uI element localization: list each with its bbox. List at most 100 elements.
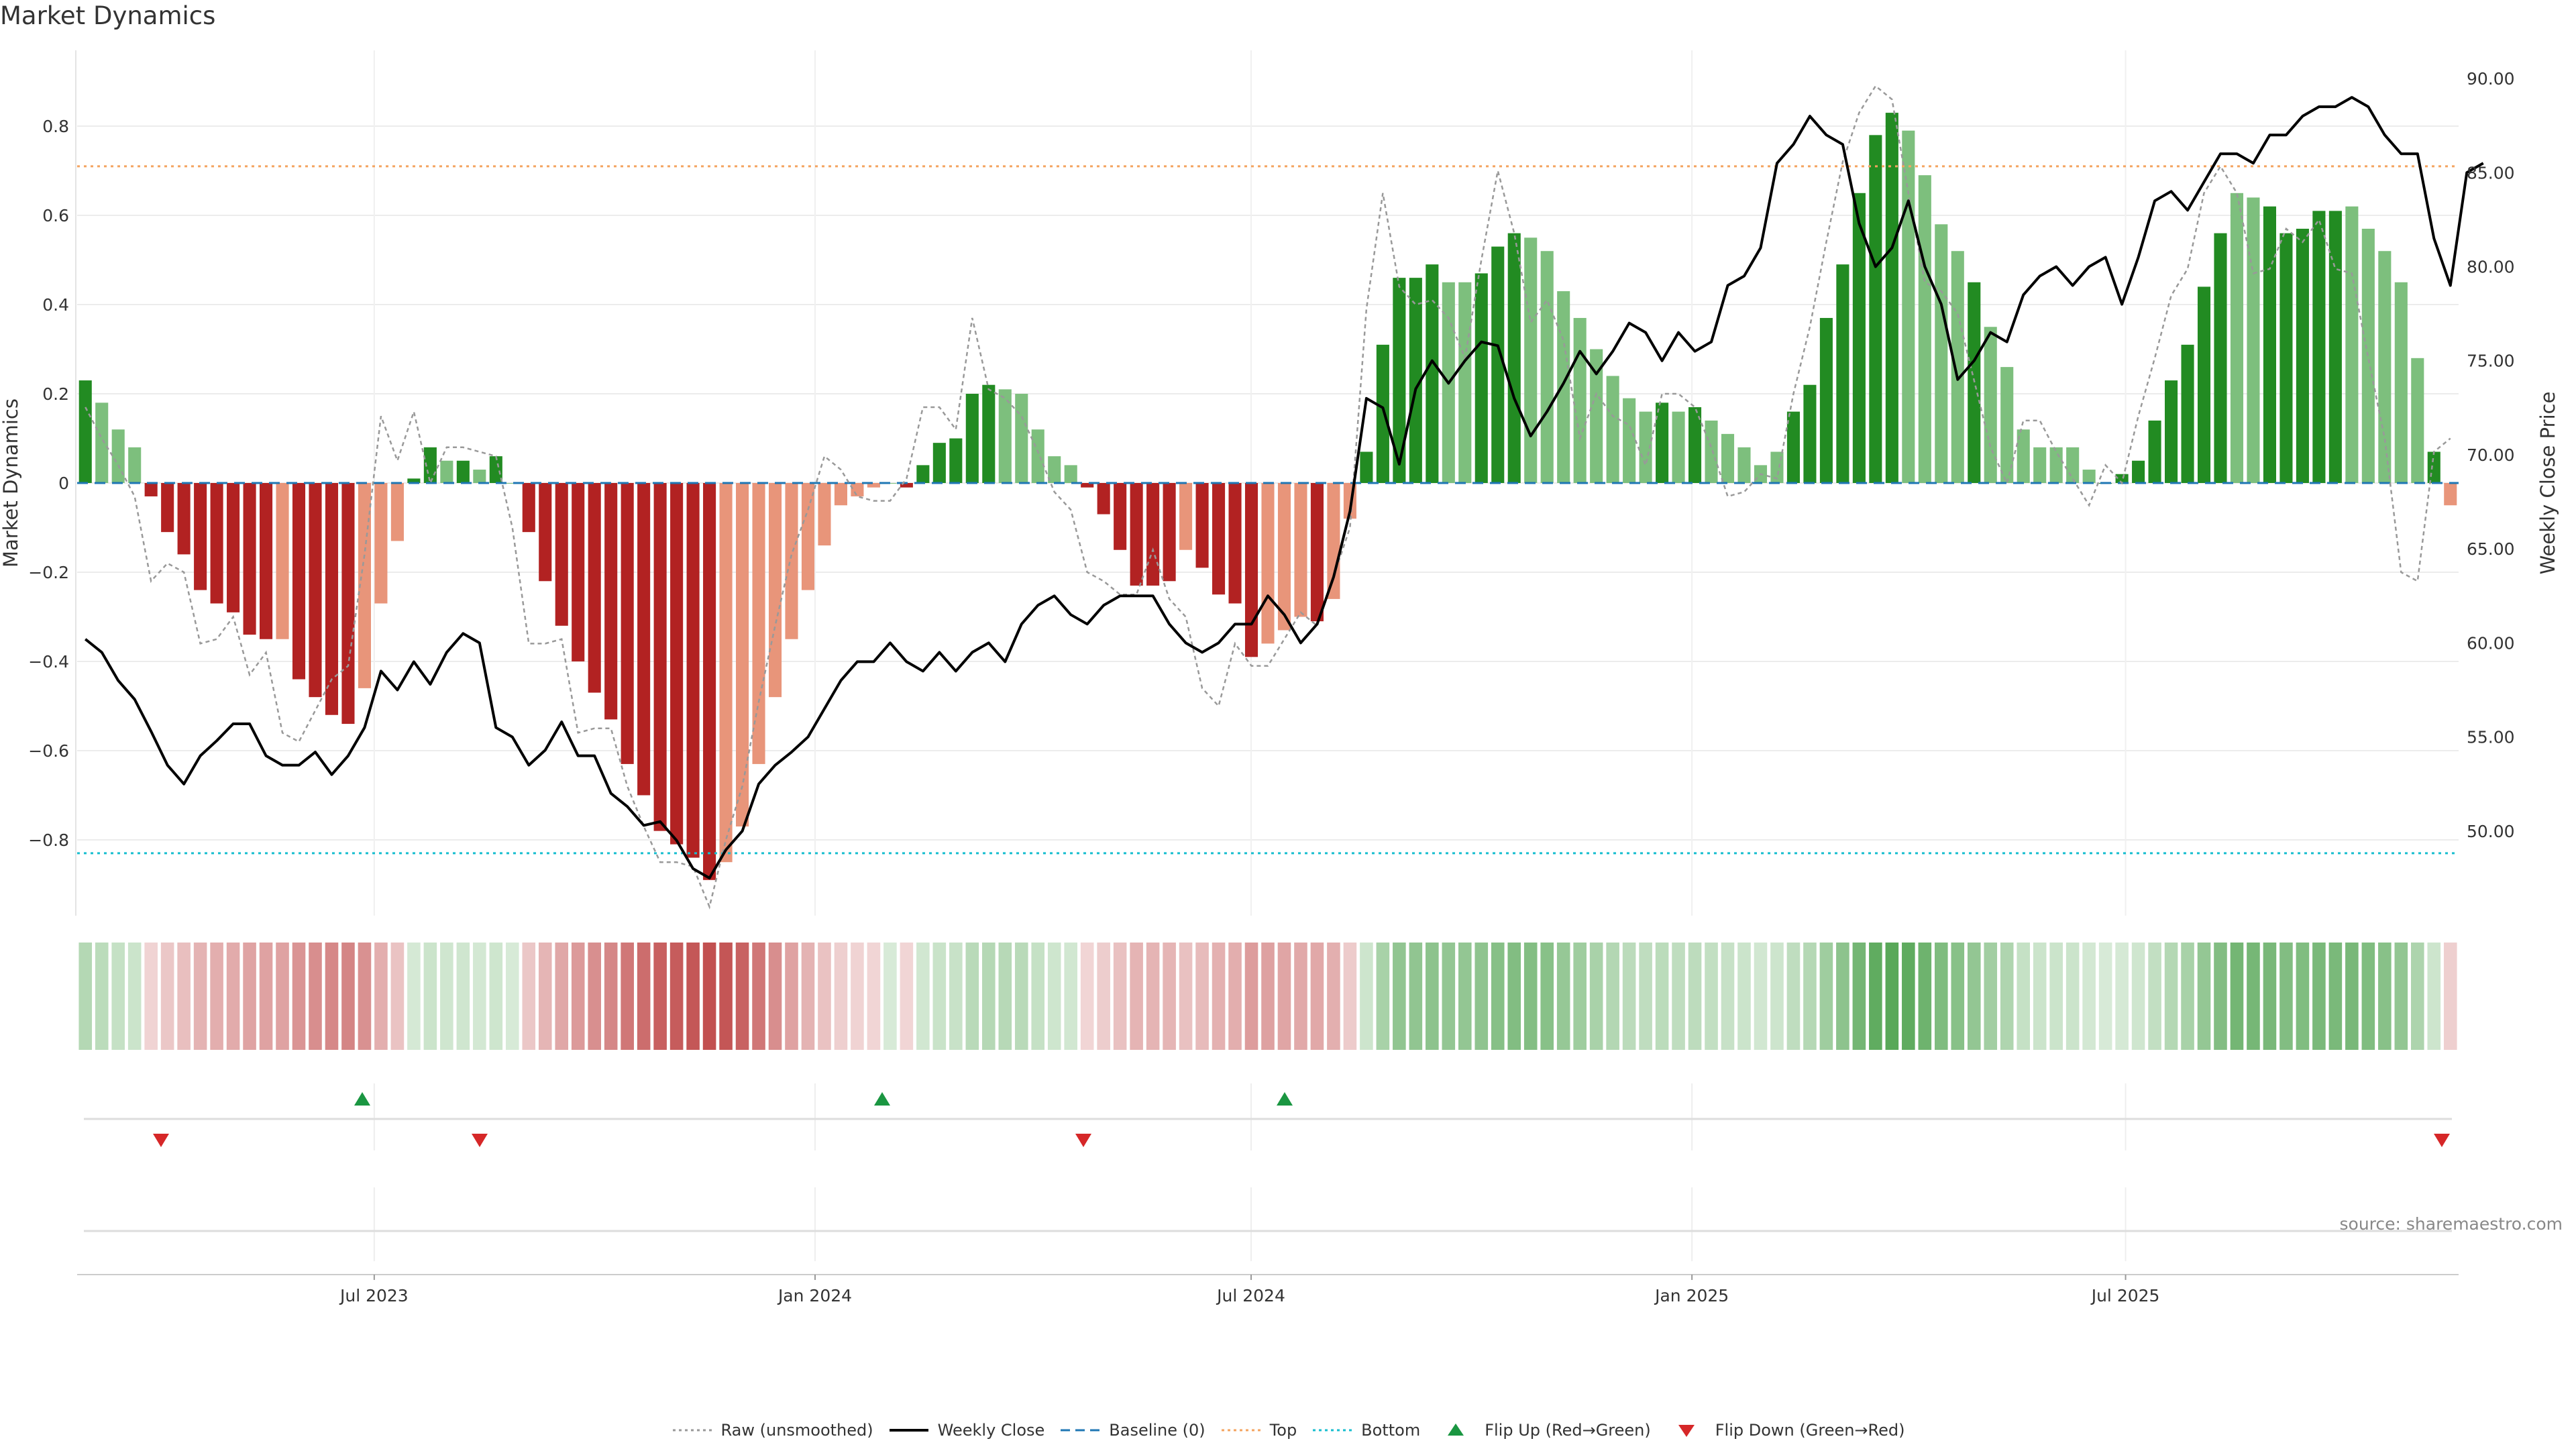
heat-cell [341, 943, 355, 1050]
heat-cell [1507, 943, 1521, 1050]
heat-cell [1393, 943, 1406, 1050]
bar [686, 483, 700, 858]
bar [260, 483, 273, 639]
bar [637, 483, 651, 796]
heat-cell [2427, 943, 2441, 1050]
heat-cell [653, 943, 667, 1050]
bar [2427, 451, 2440, 483]
heat-cell [1918, 943, 1932, 1050]
bar [2017, 429, 2030, 483]
bar [2444, 483, 2457, 506]
flip-down-marker [2434, 1134, 2450, 1147]
heat-cell [2230, 943, 2244, 1050]
bar [965, 394, 979, 483]
heat-cell [538, 943, 552, 1050]
bar [1786, 411, 1800, 483]
heat-cell [1080, 943, 1094, 1050]
heat-cell [1294, 943, 1307, 1050]
x-tick-label: Jul 2024 [1216, 1286, 1285, 1305]
heat-cell [1426, 943, 1439, 1050]
heat-cell [1540, 943, 1554, 1050]
bar [2115, 474, 2129, 483]
axis-layer: −0.8 −0.6 −0.4 −0.2 0 0.2 0.4 0.6 0.8 50.00 55.00 6… [0, 50, 2559, 916]
heat-cell [965, 943, 979, 1050]
bar [621, 483, 634, 764]
heat-strip [78, 943, 2457, 1050]
legend-label: Top [1269, 1421, 1297, 1440]
bar [2312, 211, 2326, 483]
bar [1852, 193, 1866, 483]
bar [1458, 282, 1472, 483]
bar [801, 483, 815, 590]
heat-cell [1228, 943, 1242, 1050]
heat-cell [1113, 943, 1127, 1050]
heat-cell [2082, 943, 2096, 1050]
bar [1623, 398, 1636, 483]
heat-cell [1705, 943, 1718, 1050]
heat-cell [522, 943, 536, 1050]
bar [1819, 317, 1833, 483]
dashed-line [1061, 1429, 1100, 1432]
bar [128, 447, 142, 483]
heat-cell [2148, 943, 2161, 1050]
flip-down-marker [153, 1134, 169, 1147]
y-right-tick-label: 65.00 [2467, 539, 2515, 559]
bar [2214, 233, 2227, 483]
heat-cell [1556, 943, 1570, 1050]
heat-cell [1852, 943, 1866, 1050]
bar [276, 483, 289, 639]
heat-cell [768, 943, 782, 1050]
heat-cell [95, 943, 109, 1050]
x-tick-label: Jul 2023 [339, 1286, 409, 1305]
bar [1031, 429, 1044, 483]
bar [932, 443, 946, 483]
heat-cell [144, 943, 158, 1050]
bar [2000, 367, 2014, 483]
bar [1524, 237, 1538, 483]
bar [1426, 264, 1439, 483]
bar [1885, 113, 1898, 484]
bar [1491, 246, 1505, 483]
legend-item: Bottom [1311, 1421, 1420, 1440]
heat-cell [78, 943, 93, 1050]
bar [489, 456, 502, 483]
x-tick-label: Jul 2025 [2090, 1286, 2160, 1305]
bar [736, 483, 749, 827]
heat-cell [325, 943, 339, 1050]
bar [1310, 483, 1324, 622]
bar [1918, 175, 1931, 483]
bar [292, 483, 306, 680]
heat-cell [177, 943, 191, 1050]
heat-cell [2328, 943, 2343, 1050]
bar [1968, 282, 1981, 483]
bar [440, 460, 453, 483]
heat-cell [210, 943, 223, 1050]
heat-cell [1014, 943, 1028, 1050]
heat-cell [834, 943, 848, 1050]
heat-cell [883, 943, 897, 1050]
bar [539, 483, 552, 582]
y-tick-label: −0.4 [28, 652, 69, 672]
heat-cell [456, 943, 470, 1050]
y-tick-label: −0.6 [28, 741, 69, 761]
bar [1179, 483, 1193, 550]
bar [341, 483, 355, 724]
heat-cell [1622, 943, 1636, 1050]
heat-cell [785, 943, 798, 1050]
bar [768, 483, 782, 698]
bar [2247, 197, 2260, 483]
heat-cell [719, 943, 733, 1050]
bar [1656, 402, 1669, 483]
bar [1540, 251, 1554, 483]
bar [1048, 456, 1061, 483]
bar [2165, 380, 2178, 483]
legend-triangle-down [1678, 1425, 1695, 1437]
bar [949, 438, 963, 483]
bar [1294, 483, 1307, 617]
bar [572, 483, 585, 661]
bar [1688, 407, 1702, 483]
bar [161, 483, 174, 533]
legend-item: Top [1220, 1421, 1297, 1440]
bar [719, 483, 733, 863]
heat-cell [604, 943, 618, 1050]
